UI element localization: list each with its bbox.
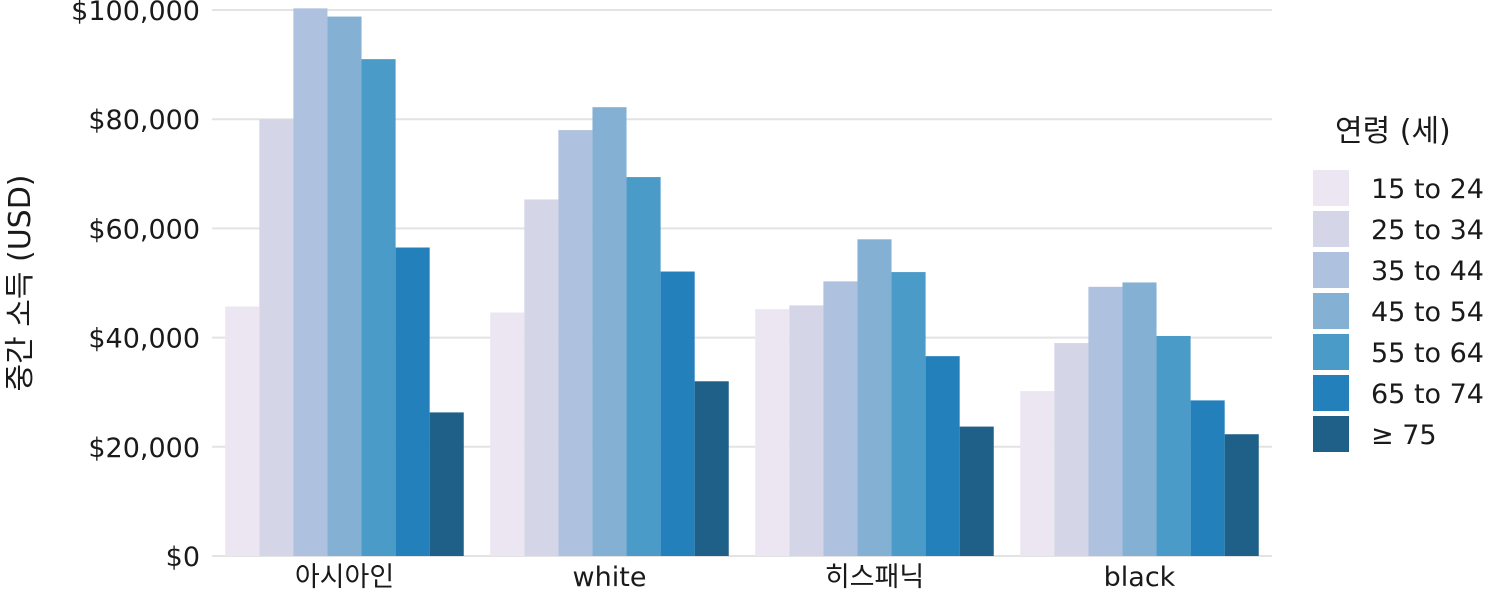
y-tick-label: $100,000 bbox=[71, 0, 200, 27]
bar bbox=[959, 426, 994, 556]
x-tick-label: white bbox=[573, 562, 647, 593]
legend-label: 45 to 54 bbox=[1371, 297, 1484, 328]
bar bbox=[592, 107, 627, 557]
bar bbox=[694, 381, 729, 556]
y-axis-title: 중간 소득 (USD) bbox=[3, 175, 38, 392]
x-tick-label: 히스패닉 bbox=[825, 562, 924, 593]
bar bbox=[925, 356, 960, 556]
y-axis-tick-labels: $0 $20,000 $40,000 $60,000 $80,000 $100,000 bbox=[71, 0, 200, 573]
legend-label: 25 to 34 bbox=[1371, 215, 1484, 246]
legend-label: 65 to 74 bbox=[1371, 379, 1484, 410]
bar bbox=[1088, 286, 1123, 556]
bar bbox=[823, 281, 858, 556]
x-tick-label: black bbox=[1104, 562, 1176, 593]
y-tick-label: $0 bbox=[166, 542, 200, 573]
bar bbox=[361, 59, 396, 556]
bar bbox=[259, 119, 294, 556]
bar bbox=[293, 8, 328, 557]
bar bbox=[1122, 282, 1157, 556]
bar bbox=[1020, 391, 1055, 556]
bar bbox=[490, 312, 525, 556]
bar bbox=[891, 272, 926, 556]
x-tick-label: 아시아인 bbox=[295, 562, 394, 593]
bar bbox=[1190, 400, 1225, 556]
bar bbox=[225, 306, 260, 556]
bar bbox=[395, 247, 430, 556]
legend-swatch bbox=[1313, 211, 1349, 247]
legend-swatch bbox=[1313, 170, 1349, 206]
bar bbox=[1156, 335, 1191, 556]
bar bbox=[327, 16, 362, 556]
bar bbox=[524, 199, 559, 556]
legend-swatch bbox=[1313, 416, 1349, 452]
legend-swatch bbox=[1313, 334, 1349, 370]
legend: 연령 (세) 15 to 24 25 to 34 35 to 44 45 to 54 5… bbox=[1313, 114, 1484, 452]
x-axis-tick-labels: 아시아인 white 히스패닉 black bbox=[295, 562, 1176, 593]
legend-swatch bbox=[1313, 252, 1349, 288]
bar bbox=[857, 239, 892, 556]
bar bbox=[1054, 343, 1089, 556]
bars bbox=[225, 8, 1259, 557]
legend-title: 연령 (세) bbox=[1335, 114, 1451, 149]
bar bbox=[626, 177, 661, 557]
legend-label: 55 to 64 bbox=[1371, 338, 1484, 369]
bar bbox=[1224, 434, 1259, 556]
y-tick-label: $20,000 bbox=[88, 433, 200, 464]
bar bbox=[789, 305, 824, 556]
bar bbox=[755, 309, 790, 556]
y-tick-label: $60,000 bbox=[88, 214, 200, 245]
legend-label: 35 to 44 bbox=[1371, 256, 1484, 287]
legend-swatch bbox=[1313, 293, 1349, 329]
y-tick-label: $80,000 bbox=[88, 105, 200, 136]
legend-swatch bbox=[1313, 375, 1349, 411]
bar bbox=[660, 271, 695, 556]
legend-label: ≥ 75 bbox=[1371, 420, 1437, 451]
y-tick-label: $40,000 bbox=[88, 324, 200, 355]
bar bbox=[429, 412, 464, 556]
bar bbox=[558, 130, 593, 556]
legend-label: 15 to 24 bbox=[1371, 174, 1484, 205]
